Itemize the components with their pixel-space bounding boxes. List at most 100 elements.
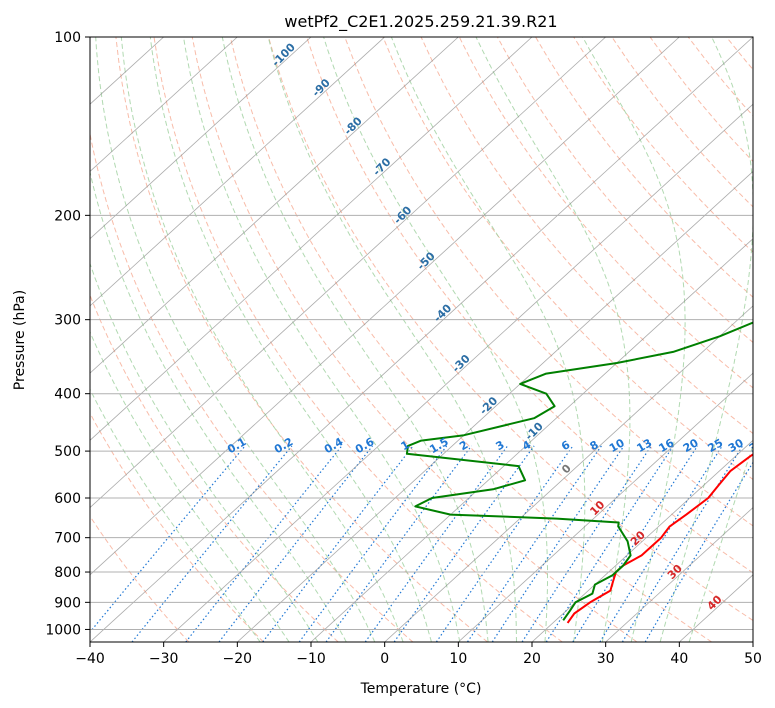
mixing-ratio-label: 13 bbox=[634, 436, 654, 455]
dry-adiabat-line bbox=[535, 37, 753, 298]
dry-adiabat-line bbox=[191, 37, 638, 642]
x-tick-label: −20 bbox=[223, 651, 253, 667]
mixing-ratio-label: 30 bbox=[726, 436, 746, 455]
mixing-ratio-line bbox=[466, 445, 602, 642]
skewed-isotherms bbox=[90, 37, 753, 642]
mixing-ratio-lines bbox=[90, 445, 753, 642]
mixing-ratio-label: 0.1 bbox=[225, 435, 248, 456]
mixing-ratio-line bbox=[644, 461, 753, 642]
mixing-ratio-label: 16 bbox=[657, 436, 677, 455]
mixing-ratio-label: 0.6 bbox=[353, 435, 377, 456]
dry-adiabat-line bbox=[90, 412, 264, 642]
moist-adiabat-line bbox=[475, 37, 631, 642]
dry-adiabat-line bbox=[382, 37, 753, 481]
x-axis-title: Temperature (°C) bbox=[360, 681, 482, 697]
y-tick-label: 900 bbox=[54, 595, 81, 611]
isotherm-label: 40 bbox=[705, 593, 725, 613]
plot-area: -100-90-80-70-60-50-40-30-20-10010203040… bbox=[90, 37, 775, 642]
dry-adiabat-line bbox=[687, 37, 753, 117]
y-axis-ticks: 100 200 300 400 500 600 700 800 900 1000 bbox=[45, 30, 90, 638]
isotherm-line bbox=[90, 37, 680, 576]
x-axis-ticks: −40 −30 −20 −10 0 10 20 30 40 50 bbox=[75, 642, 762, 667]
isotherm-line bbox=[531, 439, 753, 642]
mixing-ratio-label: 36 bbox=[747, 436, 767, 455]
moist-adiabat-line bbox=[90, 169, 347, 642]
moist-adiabat-line bbox=[582, 37, 686, 642]
isotherm-label: -70 bbox=[370, 155, 393, 178]
dry-adiabat-line bbox=[115, 37, 488, 642]
dry-adiabat-line bbox=[268, 37, 753, 622]
isotherm-line bbox=[163, 103, 753, 642]
isotherm-line bbox=[90, 37, 533, 441]
chart-title: wetPf2_C2E1.2025.259.21.39.R21 bbox=[284, 12, 557, 32]
mixing-ratio-line bbox=[298, 445, 448, 642]
moist-adiabat-line bbox=[221, 37, 489, 642]
dry-adiabat-line bbox=[611, 37, 753, 208]
moist-adiabat-line bbox=[267, 37, 517, 642]
dry-adiabat-line bbox=[765, 37, 775, 642]
mixing-ratio-line bbox=[521, 445, 652, 642]
isotherm-line bbox=[90, 37, 385, 307]
mixing-ratio-line bbox=[218, 445, 373, 642]
mixing-ratio-line bbox=[131, 445, 293, 642]
sounding-series bbox=[405, 321, 753, 624]
x-tick-label: 10 bbox=[449, 651, 467, 667]
isotherm-label: 20 bbox=[628, 528, 648, 548]
moist-adiabat-line bbox=[659, 37, 753, 642]
isotherm-line bbox=[384, 305, 753, 642]
dry-adiabat-line bbox=[496, 37, 753, 344]
isotherm-line bbox=[237, 170, 753, 642]
plot-frame bbox=[89, 36, 754, 643]
moist-adiabat-line bbox=[390, 37, 586, 642]
dry-adiabat-line bbox=[153, 37, 563, 642]
x-tick-label: 0 bbox=[380, 651, 389, 667]
y-tick-label: 600 bbox=[54, 491, 81, 507]
x-tick-label: −10 bbox=[296, 651, 326, 667]
isotherm-label: -90 bbox=[310, 76, 333, 99]
mixing-ratio-label: 25 bbox=[706, 436, 726, 455]
mixing-ratio-line bbox=[393, 445, 535, 642]
x-tick-label: 40 bbox=[670, 651, 688, 667]
moist-adiabats bbox=[90, 37, 753, 642]
dry-adiabat-line bbox=[306, 37, 753, 574]
pressure-gridlines bbox=[90, 37, 753, 630]
mixing-ratio-labels: 0.1 0.2 0.4 0.6 1 1.5 2 3 4 6 8 10 13 16 20 25 30 36 bbox=[225, 435, 767, 456]
x-tick-label: −40 bbox=[75, 651, 105, 667]
isotherm-label: -40 bbox=[431, 301, 454, 324]
isotherm-line bbox=[90, 37, 606, 509]
mixing-ratio-line bbox=[185, 445, 343, 642]
dry-adiabat-line bbox=[229, 37, 712, 642]
isotherm-line bbox=[605, 507, 753, 642]
isotherm-line bbox=[90, 37, 753, 642]
isotherm-label: -30 bbox=[450, 352, 473, 375]
y-tick-label: 1000 bbox=[45, 622, 81, 638]
moist-adiabat-line bbox=[90, 388, 261, 642]
isotherm-line bbox=[752, 641, 753, 642]
mixing-ratio-line bbox=[262, 445, 414, 642]
moist-adiabat-line bbox=[120, 37, 404, 642]
y-tick-label: 100 bbox=[54, 30, 81, 46]
dry-adiabat-line bbox=[726, 37, 753, 71]
isotherm-line bbox=[90, 37, 238, 172]
mixing-ratio-label: 10 bbox=[607, 436, 627, 455]
isotherm-label: -100 bbox=[269, 40, 298, 69]
x-tick-label: −30 bbox=[149, 651, 179, 667]
isotherm-label: 0 bbox=[559, 462, 574, 477]
y-axis-title: Pressure (hPa) bbox=[12, 290, 28, 390]
y-tick-label: 300 bbox=[54, 313, 81, 329]
mixing-ratio-line bbox=[572, 445, 699, 642]
y-tick-label: 700 bbox=[54, 531, 81, 547]
mixing-ratio-line bbox=[90, 445, 246, 633]
x-tick-label: 30 bbox=[597, 651, 615, 667]
dry-adiabat-line bbox=[90, 131, 414, 642]
moist-adiabat-line bbox=[323, 37, 548, 642]
mixing-ratio-label: 20 bbox=[681, 436, 701, 455]
dry-adiabat-line bbox=[420, 37, 753, 435]
x-tick-label: 50 bbox=[744, 651, 762, 667]
isotherm-line bbox=[458, 372, 753, 642]
mixing-ratio-line bbox=[435, 445, 574, 642]
moist-adiabat-line bbox=[183, 37, 461, 642]
moist-adiabat-line bbox=[90, 262, 319, 642]
mixing-ratio-line bbox=[599, 445, 723, 642]
dry-adiabat-line bbox=[90, 515, 190, 642]
